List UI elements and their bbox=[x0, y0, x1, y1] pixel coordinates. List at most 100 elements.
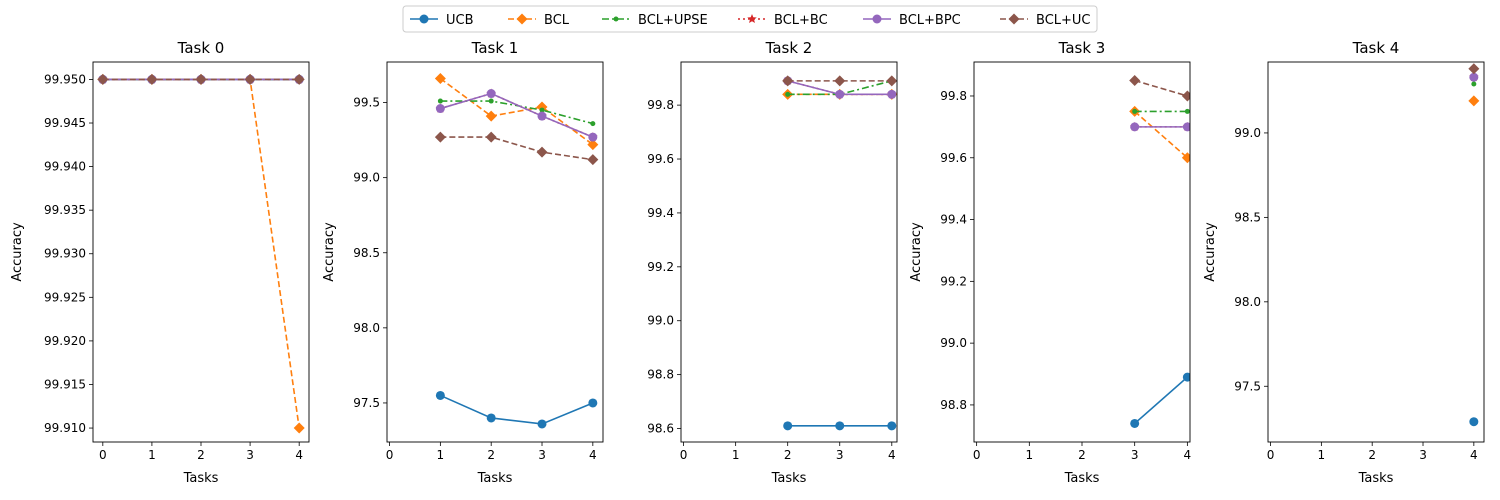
legend-entry-bcl-bc: BCL+BC bbox=[738, 13, 828, 28]
y-axis-label: Accuracy bbox=[909, 222, 924, 282]
x-tick-label: 0 bbox=[680, 448, 688, 462]
x-tick-label: 2 bbox=[487, 448, 495, 462]
subplot-task-1: Task 1 0 1 2 3 4 97.5 98.0 98.5 99.0 99.5 Tasks Accu… bbox=[322, 39, 604, 486]
plot-area bbox=[97, 73, 305, 434]
y-tick-label: 99.0 bbox=[647, 314, 674, 328]
data-point-bcl-uc bbox=[886, 75, 897, 87]
y-axis-label: Accuracy bbox=[322, 222, 337, 282]
series-line-bcl bbox=[102, 78, 300, 429]
data-point-bcl-bpc bbox=[588, 132, 598, 142]
series-line-bcl-upse bbox=[787, 80, 893, 96]
y-tick-label: 99.940 bbox=[44, 160, 86, 174]
y-tick-label: 99.5 bbox=[353, 96, 380, 110]
x-tick-label: 4 bbox=[295, 448, 303, 462]
subplot-title: Task 1 bbox=[471, 39, 519, 57]
legend-marker bbox=[872, 14, 882, 24]
legend-label: BCL+UC bbox=[1036, 13, 1091, 28]
subplot-title: Task 3 bbox=[1058, 39, 1106, 57]
data-point-bcl-uc bbox=[1181, 90, 1190, 102]
data-point-bcl-uc bbox=[834, 75, 846, 87]
axes-frame bbox=[1267, 61, 1485, 443]
y-tick-label: 99.8 bbox=[940, 89, 967, 103]
y-tick-label: 99.2 bbox=[647, 260, 674, 274]
y-tick-label: 98.0 bbox=[353, 321, 380, 335]
legend-label: BCL bbox=[544, 13, 570, 28]
data-point-ucb bbox=[1130, 418, 1140, 428]
y-tick-label: 99.6 bbox=[647, 152, 674, 166]
series-line-bcl-uc bbox=[440, 136, 593, 161]
data-point-ucb bbox=[435, 390, 445, 400]
x-tick-label: 3 bbox=[1419, 448, 1427, 462]
data-point-bcl-uc bbox=[485, 131, 497, 143]
x-tick-label: 1 bbox=[148, 448, 156, 462]
legend-marker bbox=[1008, 13, 1020, 25]
data-point-bcl-uc bbox=[434, 131, 446, 143]
data-point-bcl-uc bbox=[1468, 63, 1480, 75]
axes-frame bbox=[92, 61, 310, 443]
data-point-ucb bbox=[783, 421, 793, 431]
x-tick-label: 0 bbox=[386, 448, 394, 462]
x-axis-label: Tasks bbox=[477, 471, 513, 486]
legend-marker bbox=[419, 14, 429, 24]
subplot-task-4: Task 4 0 1 2 3 4 97.5 98.0 98.5 99.0 Tasks Accuracy bbox=[1203, 39, 1485, 486]
legend-label: UCB bbox=[446, 13, 474, 28]
y-tick-label: 99.920 bbox=[44, 334, 86, 348]
data-point-bcl bbox=[434, 73, 446, 85]
legend-entry-ucb: UCB bbox=[410, 13, 474, 28]
legend-marker bbox=[516, 13, 528, 25]
data-point-bcl-upse bbox=[1132, 108, 1138, 114]
data-point-bcl bbox=[536, 101, 548, 113]
y-tick-label: 99.4 bbox=[940, 213, 967, 227]
y-tick-label: 99.8 bbox=[647, 98, 674, 112]
data-point-bcl-bpc bbox=[1130, 122, 1140, 132]
y-tick-label: 98.6 bbox=[647, 422, 674, 436]
data-point-bcl-bpc bbox=[835, 89, 845, 99]
x-tick-label: 1 bbox=[437, 448, 445, 462]
data-point-bcl-uc bbox=[195, 73, 207, 85]
plot-area bbox=[782, 75, 897, 431]
series-line-bcl bbox=[1134, 110, 1188, 159]
data-point-bcl-upse bbox=[437, 98, 443, 104]
subplot-title: Task 2 bbox=[765, 39, 813, 57]
data-point-bcl-bpc bbox=[1182, 122, 1190, 132]
data-point-bcl-bpc bbox=[486, 89, 496, 99]
x-tick-label: 2 bbox=[1078, 448, 1086, 462]
data-point-bcl-upse bbox=[539, 107, 545, 113]
data-point-bcl-bpc bbox=[537, 111, 547, 121]
series-line-ucb bbox=[1134, 376, 1188, 425]
legend-marker bbox=[747, 14, 757, 24]
y-tick-label: 99.4 bbox=[647, 206, 674, 220]
plot-area bbox=[434, 73, 599, 429]
subplots: Task 0 0 1 2 3 4 99.910 99.915 99.920 99.925 99.93… bbox=[10, 39, 1485, 486]
data-point-bcl-bpc bbox=[1469, 72, 1479, 82]
y-tick-label: 99.945 bbox=[44, 116, 86, 130]
axes-frame bbox=[386, 61, 604, 443]
x-tick-label: 1 bbox=[732, 448, 740, 462]
data-point-ucb bbox=[887, 421, 897, 431]
x-tick-label: 2 bbox=[197, 448, 205, 462]
x-tick-label: 3 bbox=[246, 448, 254, 462]
y-tick-label: 98.0 bbox=[1234, 295, 1261, 309]
plot-area bbox=[1468, 63, 1480, 427]
data-point-bcl-uc bbox=[244, 73, 256, 85]
y-tick-label: 99.0 bbox=[1234, 126, 1261, 140]
subplot-task-0: Task 0 0 1 2 3 4 99.910 99.915 99.920 99.925 99.93… bbox=[10, 39, 310, 486]
subplot-title: Task 0 bbox=[177, 39, 225, 57]
y-tick-label: 99.950 bbox=[44, 72, 86, 86]
x-tick-label: 0 bbox=[99, 448, 107, 462]
data-point-bcl-upse bbox=[785, 91, 791, 97]
y-tick-label: 98.8 bbox=[647, 368, 674, 382]
data-point-bcl-upse bbox=[1471, 81, 1477, 87]
legend-label: BCL+BPC bbox=[899, 13, 961, 28]
y-tick-label: 98.8 bbox=[940, 398, 967, 412]
x-tick-label: 3 bbox=[836, 448, 844, 462]
subplot-task-2: Task 2 0 1 2 3 4 98.6 98.8 99.0 99.2 99.4 99.6 99.8 T… bbox=[647, 39, 898, 486]
data-point-bcl bbox=[1468, 95, 1480, 107]
data-point-ucb bbox=[1182, 372, 1190, 382]
data-point-bcl-uc bbox=[536, 146, 548, 158]
x-axis-label: Tasks bbox=[771, 471, 807, 486]
data-point-bcl-uc bbox=[587, 154, 599, 166]
data-point-bcl-bpc bbox=[435, 104, 445, 114]
data-point-bcl-uc bbox=[782, 75, 794, 87]
